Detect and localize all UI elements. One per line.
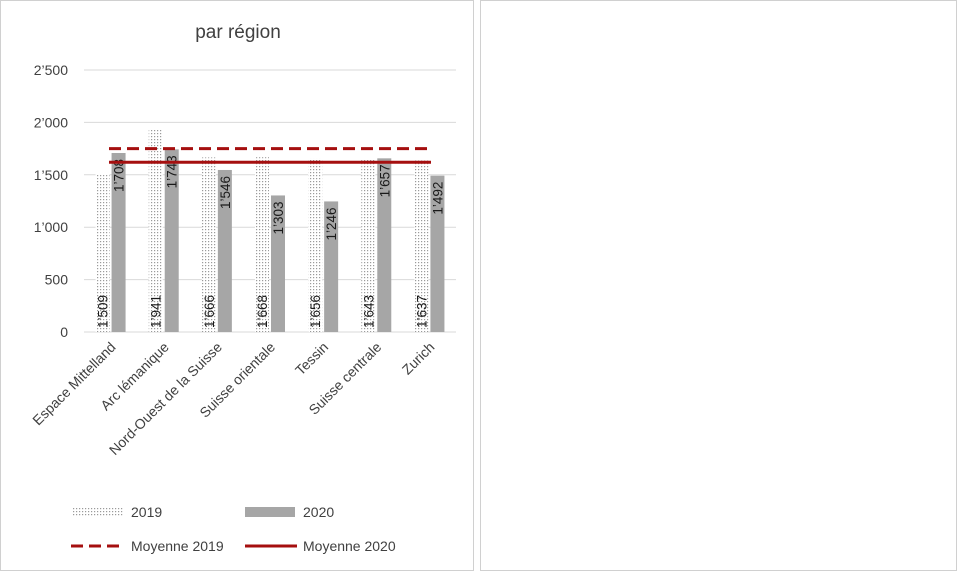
- data-label-2020: 1’492: [430, 182, 445, 215]
- bar-2020: [324, 201, 339, 332]
- bar-2019: [95, 173, 110, 332]
- y-tick-label: 1’000: [34, 219, 68, 235]
- bar-2019: [414, 160, 429, 332]
- data-label-2020: 1’546: [218, 176, 233, 209]
- data-label-2020: 1’303: [271, 201, 286, 234]
- bar-2019: [255, 157, 269, 332]
- chart-agglomeration-svg: par agglomération05001’0001’5002’0002’50…: [481, 1, 957, 572]
- legend-label-moyenne-2019: Moyenne 2019: [131, 538, 224, 554]
- bar-2019: [361, 159, 376, 332]
- legend-label-2019: 2019: [131, 504, 162, 520]
- chart-title: par région: [195, 22, 281, 43]
- category-label: Zurich: [399, 339, 438, 378]
- y-tick-label: 1’500: [34, 167, 68, 183]
- legend-swatch-2020: [245, 507, 295, 517]
- data-label-2019: 1’509: [96, 295, 111, 328]
- bar-2020: [164, 149, 179, 332]
- bar-2020: [377, 158, 392, 332]
- data-label-2019: 1’643: [361, 295, 376, 328]
- category-label: Tessin: [292, 339, 331, 378]
- data-label-2019: 1’668: [255, 295, 270, 328]
- bar-2020: [217, 169, 232, 332]
- data-label-2020: 1’246: [324, 207, 339, 240]
- data-label-2020: 1’708: [112, 159, 127, 192]
- data-label-2019: 1’666: [202, 295, 217, 328]
- legend-label-2020: 2020: [303, 504, 334, 520]
- chart-region-svg: par région 0 500 1’000 1’500 2’000 2’500 1’509 1…: [29, 22, 456, 554]
- data-label-2019: 1’637: [414, 295, 429, 328]
- bar-2020: [271, 195, 285, 332]
- bar-2019: [308, 158, 323, 332]
- y-tick-label: 500: [45, 272, 69, 288]
- category-label: Espace Mittelland: [29, 339, 118, 428]
- bar-2020: [111, 153, 126, 332]
- legend-label-moyenne-2020: Moyenne 2020: [303, 538, 396, 554]
- data-label-2020: 1’657: [377, 164, 392, 197]
- chart-panel-agglomeration: par agglomération05001’0001’5002’0002’50…: [480, 0, 957, 571]
- bar-2019: [201, 157, 216, 332]
- y-tick-label: 2’500: [34, 62, 68, 78]
- data-label-2019: 1’656: [308, 295, 323, 328]
- data-label-2020: 1’743: [165, 155, 180, 188]
- y-tick-label: 0: [60, 324, 68, 340]
- data-label-2019: 1’941: [149, 295, 164, 328]
- chart-panel-region: par région 0 500 1’000 1’500 2’000 2’500 1’509 1…: [0, 0, 474, 571]
- legend-swatch-2019: [73, 507, 123, 517]
- bar-2020: [430, 175, 445, 332]
- y-tick-label: 2’000: [34, 114, 68, 130]
- bar-2019: [148, 128, 163, 332]
